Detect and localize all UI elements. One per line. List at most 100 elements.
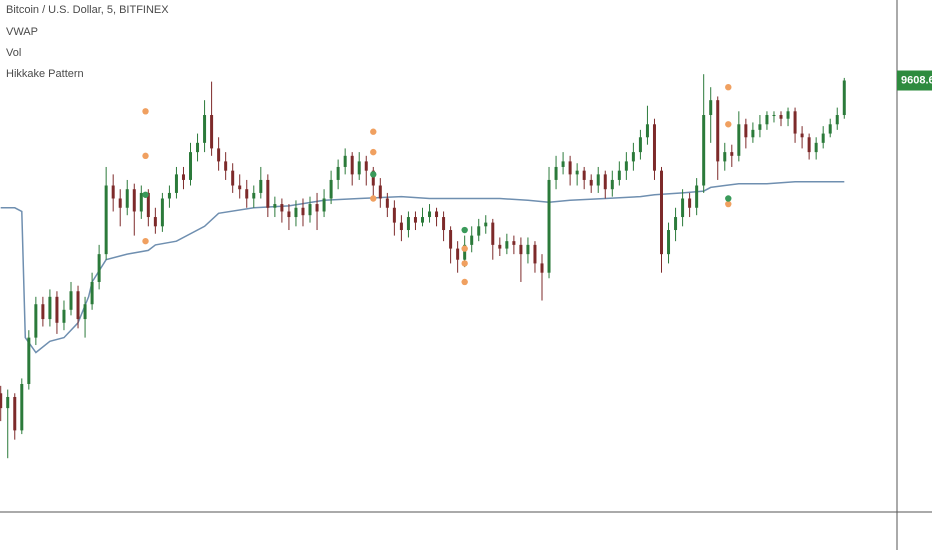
candle-body (245, 189, 249, 199)
candle-body (603, 174, 607, 190)
candle-body (280, 204, 284, 212)
candle-body (34, 304, 38, 338)
candle-body (153, 217, 157, 227)
signal-marker (370, 128, 377, 135)
candle-body (160, 198, 164, 227)
candle-body (111, 185, 115, 199)
candle-body (350, 155, 354, 175)
candle-body (378, 185, 382, 199)
candle-body (596, 174, 600, 186)
candle-body (83, 304, 87, 320)
candle-body (41, 304, 45, 320)
candle-body (27, 337, 31, 384)
legend-label: Hikkake Pattern (6, 68, 84, 80)
candle-body (6, 396, 10, 409)
markers-layer (142, 83, 732, 286)
candle-body (449, 230, 453, 249)
candle-body (167, 192, 171, 199)
candle-body (315, 204, 319, 212)
candles-layer (0, 74, 846, 459)
candle-body (674, 217, 678, 231)
candle-body (835, 115, 839, 125)
candle-body (259, 179, 263, 193)
candle-body (660, 170, 664, 255)
candle-body (456, 248, 460, 260)
candle-body (688, 198, 692, 208)
signal-marker (725, 121, 732, 128)
candle-body (48, 296, 52, 320)
labels-layer: 9608.6 Bitcoin / U.S. Dollar, 5, BITFINEX… (6, 4, 932, 91)
signal-marker (142, 152, 149, 160)
candle-body (357, 161, 361, 175)
signal-marker (142, 108, 149, 115)
candle-body (399, 222, 403, 231)
candle-body (146, 192, 150, 218)
signal-marker (370, 148, 377, 156)
candle-body (807, 137, 811, 153)
candle-body (582, 170, 586, 180)
candle-body (737, 124, 741, 156)
candle-body (322, 198, 326, 212)
candle-body (554, 166, 558, 180)
candle-body (273, 204, 277, 208)
candle-body (0, 393, 3, 409)
candle-body (181, 174, 185, 180)
candle-body (336, 166, 340, 180)
candle-body (252, 192, 256, 199)
candle-body (463, 244, 467, 260)
candle-body (470, 235, 474, 245)
candle-body (645, 124, 649, 138)
candle-body (238, 185, 242, 190)
candle-body (442, 217, 446, 231)
signal-marker (142, 237, 149, 245)
signal-marker (461, 260, 468, 267)
candle-body (385, 198, 389, 208)
candle-body (652, 124, 656, 171)
candle-body (413, 217, 417, 223)
candle-body (681, 198, 685, 218)
last-price-box (897, 70, 932, 91)
candle-body (392, 207, 396, 223)
candle-body (420, 217, 424, 223)
candle-body (343, 155, 347, 167)
candle-body (484, 222, 488, 227)
candle-body (20, 384, 24, 431)
signal-marker (461, 278, 468, 286)
candle-body (364, 161, 368, 171)
signal-marker (370, 195, 377, 202)
candle-body (744, 124, 748, 138)
candle-body (512, 241, 516, 245)
candle-body (477, 226, 481, 236)
candle-body (751, 129, 755, 138)
candle-body (610, 179, 614, 190)
signal-marker (725, 200, 732, 208)
confirm-marker (725, 195, 732, 202)
vwap-line (0, 181, 845, 354)
candle-body (406, 217, 410, 231)
candle-body (13, 396, 17, 431)
candle-body (779, 115, 783, 119)
candle-body (224, 161, 228, 171)
candle-body (800, 133, 804, 138)
signal-marker (461, 245, 468, 252)
candle-body (547, 179, 551, 273)
candle-body (716, 100, 720, 162)
candle-body (814, 142, 818, 153)
candle-body (709, 100, 713, 116)
candle-body (526, 244, 530, 255)
candle-body (589, 179, 593, 186)
candle-body (189, 152, 193, 180)
candle-body (638, 137, 642, 153)
candle-body (329, 179, 333, 199)
signal-marker (725, 83, 732, 91)
candle-body (217, 148, 221, 162)
candle-body (62, 309, 66, 323)
candle-body (266, 179, 270, 208)
candle-body (624, 161, 628, 171)
candle-body (196, 142, 200, 153)
last-price-label: 9608.6 (901, 74, 932, 86)
candle-body (90, 281, 94, 305)
candle-body (821, 133, 825, 143)
legend-label: Bitcoin / U.S. Dollar, 5, BITFINEX (6, 4, 169, 16)
